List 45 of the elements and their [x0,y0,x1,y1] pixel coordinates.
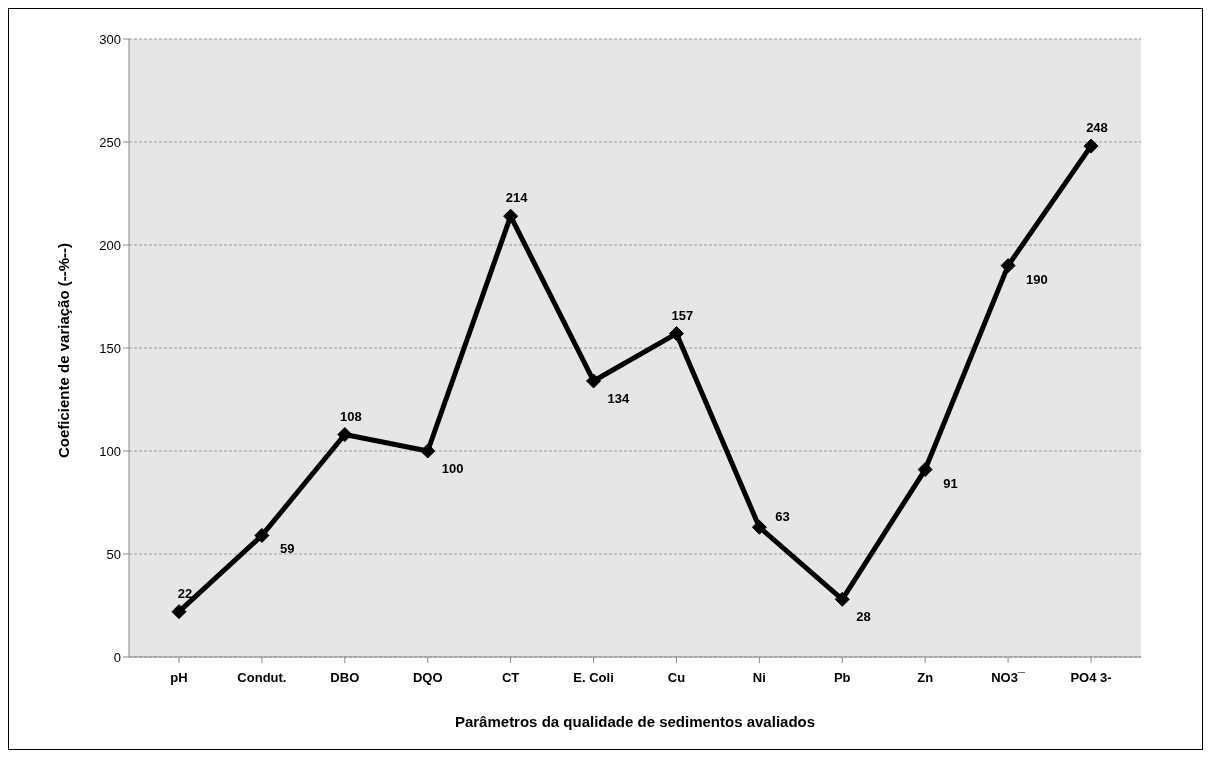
x-tick-label: Ni [752,670,766,686]
y-tick-label: 0 [113,649,121,665]
data-label: 59 [279,541,295,557]
y-axis-title: Coeficiente de variação (--%--) [55,242,73,458]
point [254,527,270,543]
x-tick-label: E. Coli [573,670,614,686]
x-tick-label: NO3¯ [991,670,1026,686]
point [668,326,684,342]
x-tick-label: CT [501,670,520,686]
data-label: 100 [441,461,464,476]
x-tick-label: pH [170,670,188,686]
data-label: 157 [671,307,694,323]
point [586,373,602,389]
point [917,462,933,478]
point [834,591,850,607]
point [171,604,187,620]
x-tick-label: DBO [330,670,360,686]
y-tick-label: 100 [99,443,121,459]
data-label: 63 [775,509,790,525]
y-tick-label: 200 [99,237,121,253]
data-label: 28 [856,609,871,625]
data-label: 214 [505,190,529,206]
x-axis-title: Parâmetros da qualidade de sedimentos avaliados [454,713,816,730]
x-tick-label: DQO [412,670,443,686]
y-tick-label: 300 [99,31,121,47]
data-label: 108 [339,408,362,424]
point [420,443,436,459]
point [1083,138,1099,154]
data-label: 22 [177,585,193,601]
data-label: 134 [607,390,631,406]
point [337,427,353,443]
y-tick-label: 150 [99,340,121,356]
x-tick-label: Cu [667,670,686,686]
x-tick-label: Pb [833,670,851,686]
y-tick-label: 50 [106,546,121,562]
data-label: 190 [1026,271,1048,287]
x-tick-label: Condut. [237,670,287,686]
point [1000,258,1016,274]
y-tick-label: 250 [99,134,121,150]
data-label: 91 [943,475,958,491]
data-label: 248 [1086,120,1108,136]
point [503,208,519,224]
x-tick-label: Zn [917,670,934,686]
x-tick-label: PO4 3- [1070,670,1112,686]
point [751,519,767,535]
